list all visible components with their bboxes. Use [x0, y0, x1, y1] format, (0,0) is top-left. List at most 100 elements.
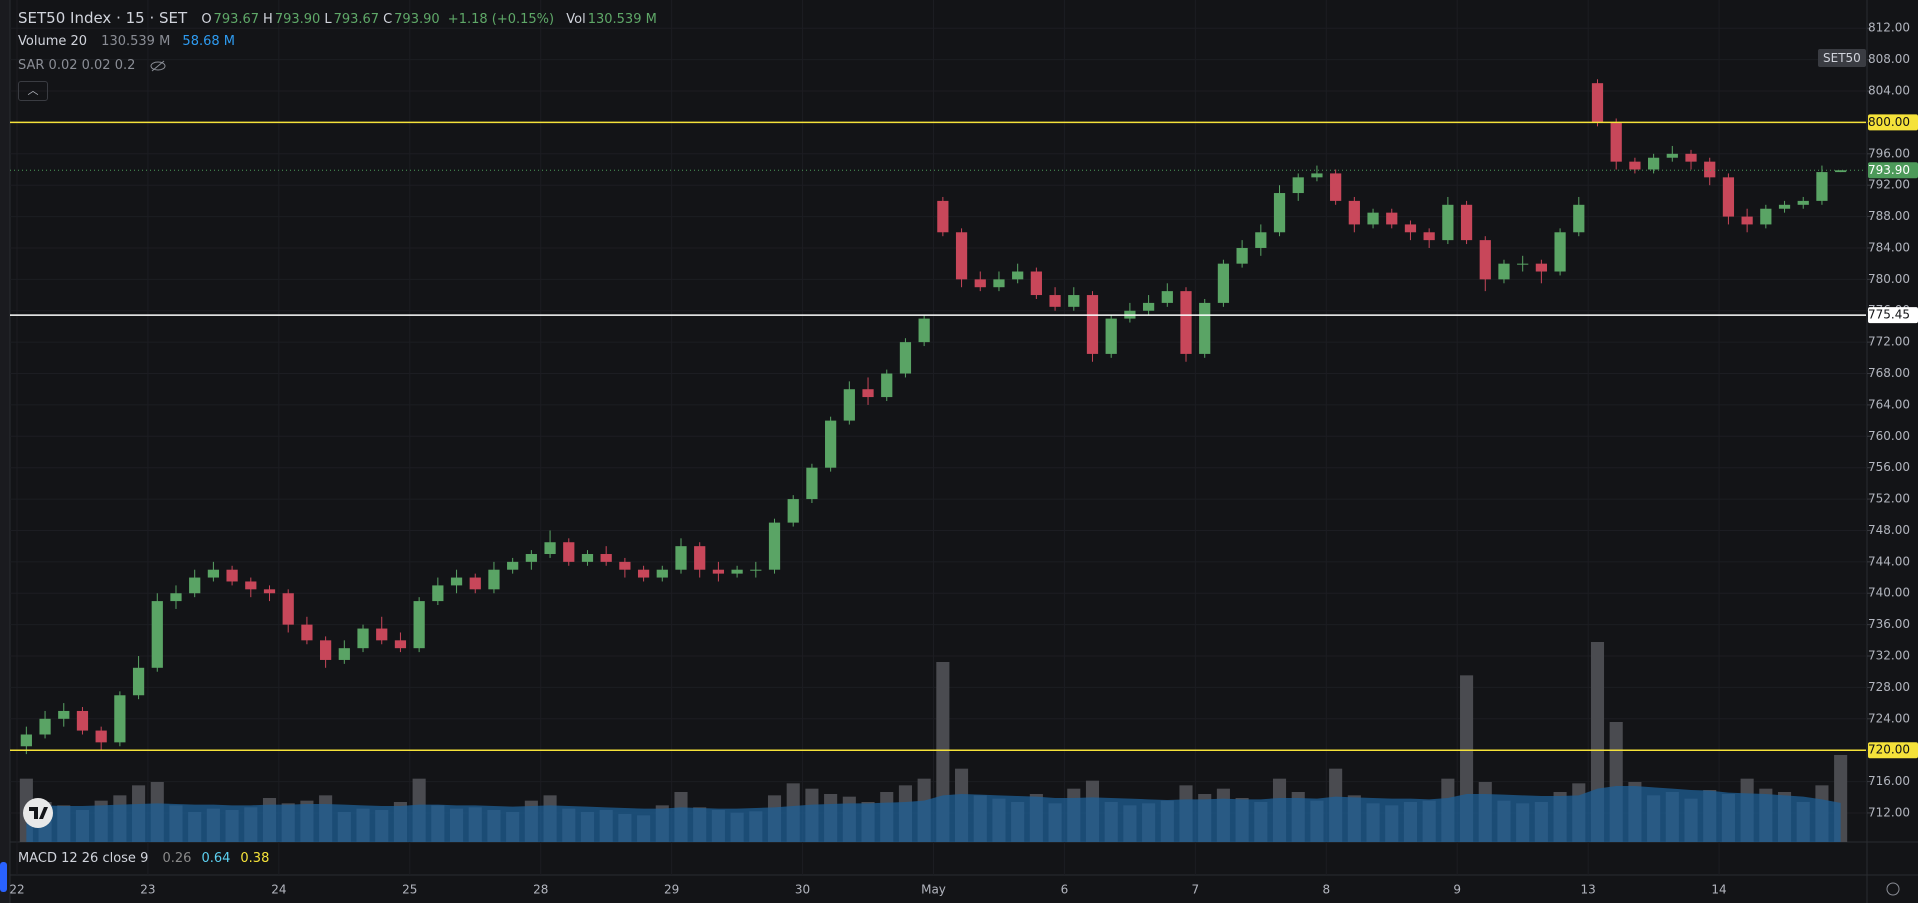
candle-body — [600, 554, 612, 562]
change: +1.18 (+0.15%) — [447, 12, 555, 27]
price-badge-label: 775.45 — [1868, 308, 1910, 322]
sar-legend: SAR 0.02 0.02 0.2 — [18, 58, 166, 73]
left-strip — [0, 0, 10, 903]
candle-body — [1778, 204, 1791, 209]
candle-body — [1142, 302, 1155, 311]
candle-body — [320, 640, 332, 660]
candle-body — [245, 581, 257, 590]
candle-body — [1236, 247, 1248, 264]
candle-body — [675, 546, 687, 570]
candle-body — [39, 718, 51, 735]
candle-body — [787, 499, 799, 523]
price-badge — [1868, 114, 1918, 131]
field-label: H — [263, 12, 273, 27]
x-tick-label: May — [921, 883, 946, 897]
candle-body — [750, 569, 762, 571]
candle-body — [1835, 170, 1847, 173]
x-tick-label: 9 — [1453, 883, 1461, 897]
candle-body — [937, 200, 949, 233]
y-tick-label: 724.00 — [1868, 711, 1910, 725]
macd-values: 0.26 0.64 0.38 — [154, 851, 271, 866]
y-tick-label: 792.00 — [1868, 178, 1910, 192]
candle-body — [1647, 157, 1660, 170]
candle-body — [1535, 263, 1547, 272]
x-tick-label: 25 — [402, 883, 417, 897]
candle-body — [1161, 291, 1173, 303]
candle-body — [1797, 200, 1809, 205]
candle-body — [1105, 318, 1117, 354]
candle-body — [1741, 216, 1753, 225]
candle-body — [432, 585, 444, 602]
y-tick-label: 804.00 — [1868, 84, 1910, 98]
candle-body — [1704, 161, 1716, 178]
x-tick-label: 14 — [1711, 883, 1726, 897]
y-tick-label: 780.00 — [1868, 272, 1910, 286]
vol-value: 130.539 M — [587, 12, 657, 27]
candle-body — [507, 561, 519, 570]
candle-body — [1479, 240, 1491, 280]
candle-body — [1554, 232, 1566, 272]
price-badge-label: 793.90 — [1868, 163, 1910, 177]
volume-legend: Volume 20 130.539 M 58.68 M — [18, 34, 237, 49]
candle-body — [1423, 232, 1435, 241]
field-label: C — [383, 12, 393, 27]
candle-body — [1386, 212, 1398, 225]
field-label: O — [201, 12, 212, 27]
settings-icon[interactable] — [1886, 882, 1900, 896]
y-tick-label: 712.00 — [1868, 805, 1910, 819]
candle-body — [357, 628, 369, 649]
candle-body — [1760, 208, 1772, 225]
sar: SAR 0.02 0.02 0.2 — [18, 58, 136, 73]
y-tick-label: 716.00 — [1868, 774, 1910, 788]
y-tick-label: 784.00 — [1868, 240, 1910, 254]
candle-body — [488, 569, 500, 590]
logo-mark — [29, 807, 48, 819]
symbol: SET50 Index · 15 · SET — [18, 9, 188, 27]
field-value: 793.90 — [274, 12, 321, 27]
x-tick-label: 8 — [1322, 883, 1330, 897]
candle-body — [1442, 204, 1454, 241]
x-tick-label: 6 — [1061, 883, 1069, 897]
price-badge-label: 800.00 — [1868, 115, 1910, 129]
field-value: 793.67 — [333, 12, 380, 27]
candle-body — [1012, 271, 1024, 280]
candle-body — [1030, 271, 1042, 296]
candle-body — [282, 593, 294, 625]
macd-title: MACD 12 26 close 9 — [18, 851, 149, 866]
volume-ma-area — [26, 786, 1841, 842]
vol-label: Vol — [566, 12, 586, 27]
candle-body — [955, 232, 968, 280]
candle-body — [1722, 177, 1735, 217]
y-tick-label: 756.00 — [1868, 460, 1910, 474]
y-tick-label: 752.00 — [1868, 492, 1910, 506]
candle-body — [170, 593, 182, 602]
candle-body — [806, 467, 818, 500]
candle-body — [619, 561, 631, 570]
candle-body — [581, 554, 594, 562]
y-tick-label: 732.00 — [1868, 649, 1910, 663]
candle-body — [862, 389, 874, 398]
candle-body — [1610, 122, 1622, 162]
candle-body — [899, 342, 912, 374]
field-value: 793.67 — [213, 12, 260, 27]
candle-body — [226, 569, 238, 582]
price-badge — [1868, 742, 1918, 759]
y-tick-label: 736.00 — [1868, 617, 1910, 631]
x-tick-label: 22 — [9, 883, 24, 897]
hidden-icon[interactable] — [150, 60, 166, 72]
candle-body — [637, 569, 650, 578]
collapse-button[interactable]: ︿ — [18, 81, 48, 101]
candle-body — [151, 601, 163, 668]
candle-body — [189, 577, 201, 594]
candle-body — [1330, 173, 1342, 201]
candle-body — [1573, 204, 1585, 233]
x-tick-label: 24 — [271, 883, 286, 897]
y-tick-label: 796.00 — [1868, 146, 1910, 160]
candle-body — [1086, 295, 1099, 354]
symbol-badge: SET50 — [1818, 49, 1866, 67]
candle-body — [1816, 172, 1828, 201]
candle-body — [394, 640, 407, 649]
candle-body — [20, 734, 32, 747]
macd-value: 0.26 — [162, 851, 192, 866]
